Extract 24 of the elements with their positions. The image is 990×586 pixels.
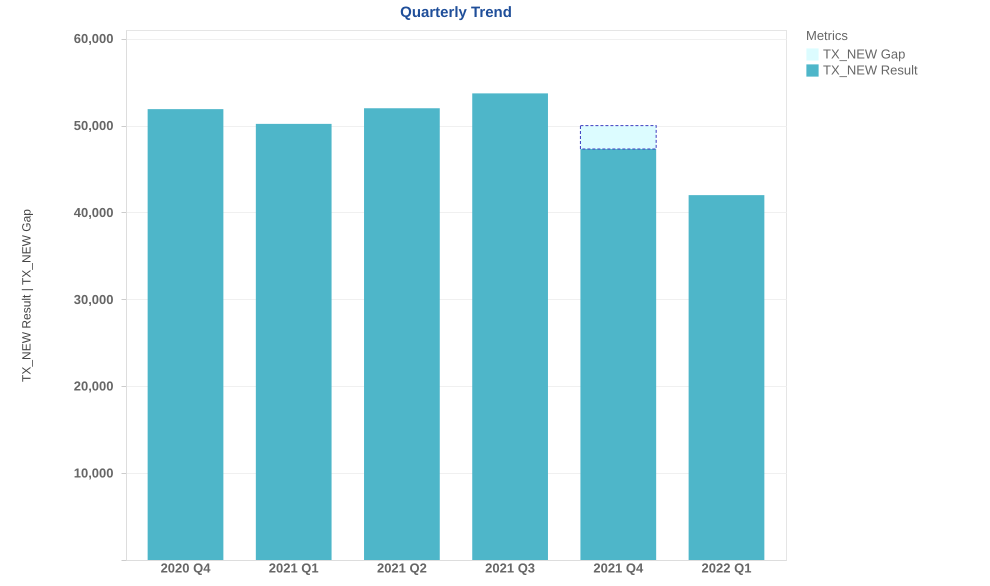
bar	[580, 149, 656, 560]
y-tick-label: 40,000	[74, 204, 114, 220]
y-tick-label: 10,000	[74, 466, 114, 481]
legend-label: TX_NEW Result	[823, 62, 918, 78]
y-tick-label: 20,000	[74, 378, 114, 394]
x-tick-label: 2020 Q4	[160, 560, 212, 576]
x-tick-label: 2021 Q2	[376, 560, 427, 576]
y-tick-label: 50,000	[74, 118, 114, 134]
bar	[364, 108, 440, 560]
x-tick-label: 2021 Q4	[593, 560, 644, 576]
x-tick-label: 2022 Q1	[702, 560, 752, 576]
chart-title: Quarterly Trend	[400, 4, 512, 21]
y-tick-label: 60,000	[74, 31, 114, 46]
bar	[472, 93, 548, 560]
bar	[256, 124, 332, 560]
y-axis-title: TX_NEW Result | TX_NEW Gap	[20, 208, 34, 382]
bar	[148, 109, 224, 560]
legend-label: TX_NEW Gap	[823, 46, 906, 62]
x-tick-label: 2021 Q1	[268, 560, 319, 576]
x-tick-label: 2021 Q3	[485, 560, 536, 576]
y-tick-label: 30,000	[74, 292, 114, 307]
bar	[580, 125, 657, 150]
bar	[688, 195, 764, 560]
legend-title: Metrics	[806, 28, 848, 43]
